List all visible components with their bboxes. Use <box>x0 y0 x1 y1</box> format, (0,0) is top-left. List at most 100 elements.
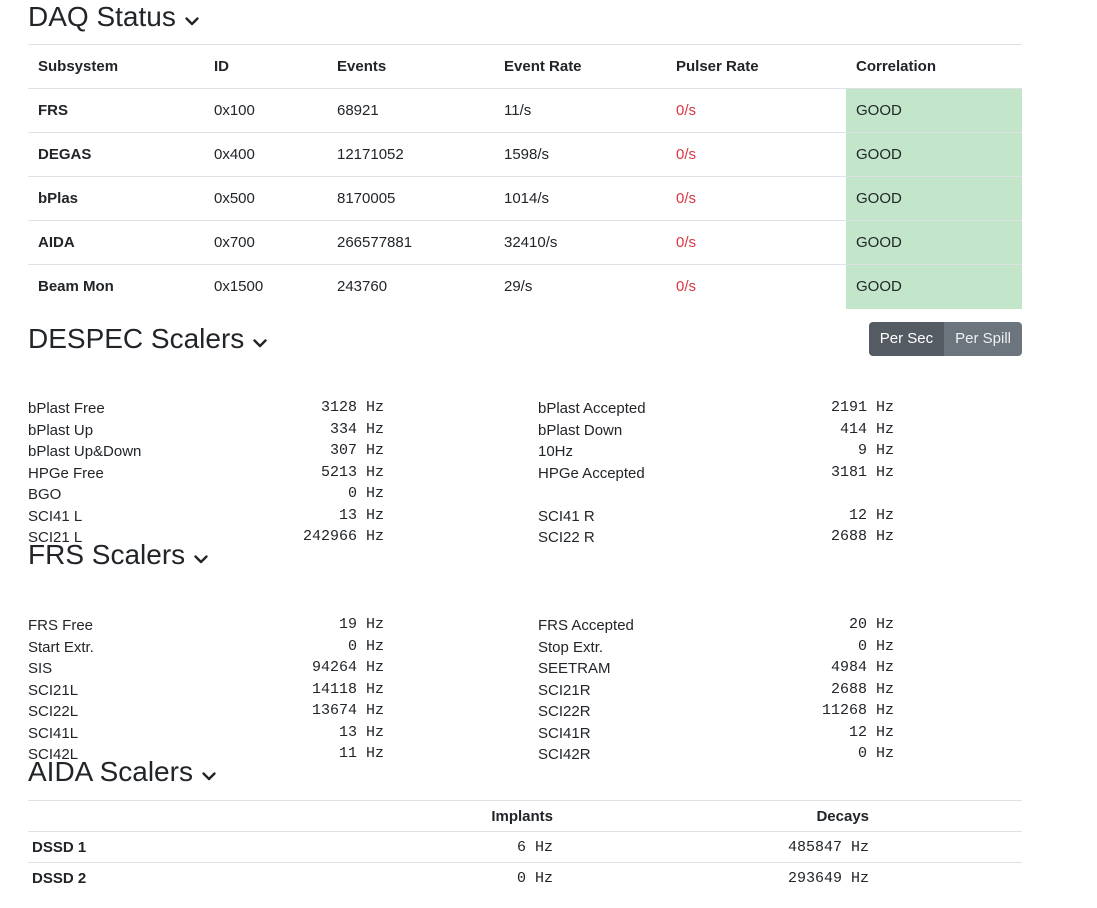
column-header: Correlation <box>846 44 1022 89</box>
events-cell: 243760 <box>327 264 494 309</box>
chevron-down-icon[interactable] <box>252 335 268 351</box>
column-header: Events <box>327 44 494 89</box>
column-header: ID <box>204 44 327 89</box>
scaler-label: Start Extr. <box>28 638 94 656</box>
scaler-label: SCI41R <box>538 724 591 742</box>
scaler-row: SCI41 L 13 Hz <box>28 505 394 527</box>
pulser-rate-cell: 0/s <box>666 264 846 309</box>
correlation-cell: GOOD <box>846 264 1022 309</box>
scaler-value: 3128 Hz <box>320 399 384 416</box>
scaler-value: 12 Hz <box>848 506 894 524</box>
scaler-value: 0 Hz <box>347 637 384 655</box>
scaler-label: SIS <box>28 660 53 677</box>
scaler-value: 19 Hz <box>338 616 384 633</box>
table-row: DSSD 2 0 Hz 293649 Hz <box>28 862 1022 894</box>
scaler-value: 5213 Hz <box>320 463 384 481</box>
scaler-row: SIS 94264 Hz <box>28 657 394 679</box>
event-rate-cell: 29/s <box>494 264 666 309</box>
scaler-label: HPGe Free <box>28 464 104 482</box>
subsystem-cell: FRS <box>28 88 204 133</box>
frs-scalers-title: FRS Scalers <box>28 539 186 570</box>
scaler-row: SCI41R 12 Hz <box>538 722 904 744</box>
scaler-value: 14118 Hz <box>311 680 384 698</box>
scaler-value: 13 Hz <box>338 506 384 524</box>
subsystem-cell: Beam Mon <box>28 264 204 309</box>
table-row: DEGAS 0x400 12171052 1598/s 0/s GOOD <box>28 132 1022 177</box>
scaler-row: HPGe Accepted 3181 Hz <box>538 462 904 484</box>
scaler-value: 12 Hz <box>848 723 894 741</box>
id-cell: 0x500 <box>204 176 327 221</box>
scaler-column-right: bPlast Accepted 2191 Hz bPlast Down 414 Hz… <box>538 397 904 548</box>
scaler-value: 0 Hz <box>347 485 384 502</box>
scaler-column-right: FRS Accepted 20 Hz Stop Extr. 0 Hz SEETRAM… <box>538 614 904 765</box>
scaler-value: 11 Hz <box>338 745 384 762</box>
scaler-value: 11268 Hz <box>821 702 894 719</box>
scaler-row: SEETRAM 4984 Hz <box>538 657 904 679</box>
table-header-row: Subsystem ID Events Event Rate Pulser Ra… <box>28 44 1022 89</box>
scaler-row: SCI22 R 2688 Hz <box>538 526 904 548</box>
correlation-cell: GOOD <box>846 220 1022 265</box>
daq-status-heading[interactable]: DAQ Status <box>28 0 1022 33</box>
scaler-value: 414 Hz <box>839 420 894 438</box>
chevron-down-icon[interactable] <box>193 551 209 567</box>
scaler-row: SCI21R 2688 Hz <box>538 679 904 701</box>
chevron-down-icon[interactable] <box>201 768 217 784</box>
frs-scalers-heading[interactable]: FRS Scalers <box>28 539 1022 571</box>
correlation-cell: GOOD <box>846 88 1022 133</box>
events-cell: 68921 <box>327 88 494 133</box>
per-sec-button[interactable]: Per Sec <box>868 322 945 356</box>
scaler-label: SCI21L <box>28 681 79 699</box>
id-cell: 0x1500 <box>204 264 327 309</box>
event-rate-cell: 32410/s <box>494 220 666 265</box>
column-header: Decays <box>557 800 873 832</box>
daq-status-table: Subsystem ID Events Event Rate Pulser Ra… <box>28 44 1022 309</box>
scaler-row: FRS Accepted 20 Hz <box>538 614 904 636</box>
id-cell: 0x100 <box>204 88 327 133</box>
scaler-value: 0 Hz <box>857 637 894 655</box>
pulser-rate-cell: 0/s <box>666 132 846 177</box>
scaler-label: BGO <box>28 486 62 503</box>
id-cell: 0x400 <box>204 132 327 177</box>
scaler-row: SCI41L 13 Hz <box>28 722 394 744</box>
events-cell: 266577881 <box>327 220 494 265</box>
scaler-row-empty <box>538 483 904 505</box>
spacer-cell <box>873 831 1022 863</box>
table-row: DSSD 1 6 Hz 485847 Hz <box>28 831 1022 863</box>
scaler-row: bPlast Free 3128 Hz <box>28 397 394 419</box>
despec-scalers-heading[interactable]: DESPEC Scalers <box>28 323 1022 355</box>
aida-scalers-section: AIDA Scalers Implants Decays DSSD 1 <box>28 756 1022 894</box>
scaler-label: SCI42L <box>28 746 79 763</box>
implants-cell: 0 Hz <box>288 862 557 894</box>
dssd-name-cell: DSSD 2 <box>28 862 288 894</box>
per-spill-button[interactable]: Per Spill <box>944 322 1022 356</box>
scaler-row: Start Extr. 0 Hz <box>28 636 394 658</box>
scaler-label: SCI41L <box>28 724 79 742</box>
scaler-label: SCI42R <box>538 746 591 763</box>
scaler-row: bPlast Accepted 2191 Hz <box>538 397 904 419</box>
correlation-cell: GOOD <box>846 132 1022 177</box>
scaler-value: 242966 Hz <box>302 528 384 545</box>
scaler-label: SCI21 L <box>28 529 83 546</box>
scaler-label: SEETRAM <box>538 660 611 677</box>
id-cell: 0x700 <box>204 220 327 265</box>
scaler-row: HPGe Free 5213 Hz <box>28 462 394 484</box>
scaler-label: SCI22L <box>28 703 79 720</box>
column-header: Implants <box>288 800 557 832</box>
aida-scalers-title: AIDA Scalers <box>28 756 193 787</box>
chevron-down-icon[interactable] <box>184 13 200 29</box>
scaler-label: Stop Extr. <box>538 638 604 656</box>
scaler-value: 307 Hz <box>329 442 384 459</box>
pulser-rate-cell: 0/s <box>666 88 846 133</box>
scaler-label: FRS Free <box>28 617 94 634</box>
frs-scalers-section: FRS Scalers FRS Free 19 Hz Start Extr. 0 H… <box>28 539 1022 763</box>
spacer-cell <box>873 862 1022 894</box>
aida-scalers-heading[interactable]: AIDA Scalers <box>28 756 1022 788</box>
events-cell: 12171052 <box>327 132 494 177</box>
column-header: Pulser Rate <box>666 44 846 89</box>
scaler-row: bPlast Up&Down 307 Hz <box>28 440 394 462</box>
implants-cell: 6 Hz <box>288 831 557 863</box>
scaler-row: SCI22L 13674 Hz <box>28 700 394 722</box>
scaler-value: 13 Hz <box>338 723 384 741</box>
scaler-value: 20 Hz <box>848 616 894 633</box>
scaler-row: SCI22R 11268 Hz <box>538 700 904 722</box>
